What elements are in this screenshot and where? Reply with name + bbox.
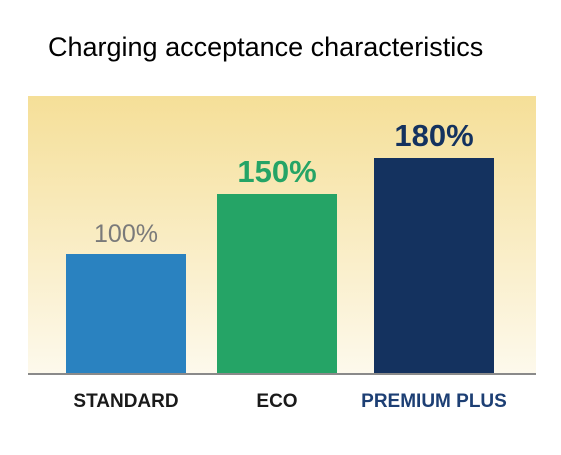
category-label: PREMIUM PLUS — [361, 391, 507, 412]
value-label: 180% — [394, 118, 473, 153]
chart-title: Charging acceptance characteristics — [48, 32, 483, 62]
category-label: STANDARD — [73, 391, 178, 412]
labels-group: 100% STANDARD 150% ECO 180% PREMIUM PLUS — [73, 118, 506, 412]
bars-group — [66, 158, 494, 374]
bar-standard — [66, 254, 186, 374]
value-label: 100% — [94, 220, 158, 248]
category-label: ECO — [256, 391, 297, 412]
bar-premium-plus — [374, 158, 494, 374]
value-label: 150% — [237, 154, 316, 189]
bar-eco — [217, 194, 337, 374]
